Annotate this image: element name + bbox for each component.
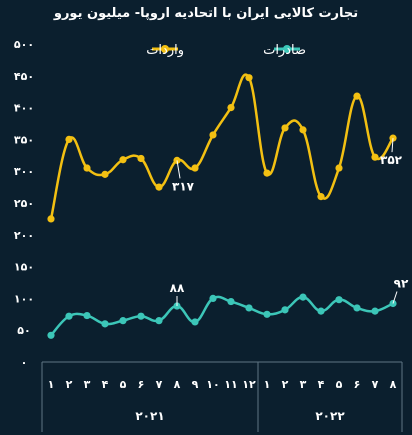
data-point	[281, 306, 289, 314]
data-point	[245, 304, 253, 312]
data-point	[101, 170, 109, 178]
data-point	[209, 131, 217, 139]
data-point	[371, 307, 379, 315]
x-tick-label: ۶	[354, 378, 361, 391]
y-tick-label: ۵۰	[17, 324, 30, 337]
x-tick-label: ۶	[138, 378, 145, 391]
x-tick-label: ۲	[282, 378, 289, 391]
x-tick-label: ۱۱	[224, 378, 237, 391]
data-point	[137, 312, 145, 320]
x-tick-label: ۳	[300, 378, 307, 391]
data-point	[299, 293, 307, 301]
year-label: ۲۰۲۱	[135, 409, 164, 423]
data-point	[155, 317, 163, 325]
annotation-label: ۹۲	[394, 276, 409, 290]
legend-marker	[161, 45, 169, 53]
data-point	[83, 164, 91, 172]
data-point	[191, 164, 199, 172]
y-tick-label: ۵۰۰	[14, 38, 34, 51]
data-point	[335, 296, 343, 304]
x-tick-label: ۲	[66, 378, 73, 391]
data-point	[227, 104, 235, 112]
data-point	[317, 307, 325, 315]
data-point	[83, 311, 91, 320]
data-point	[371, 153, 379, 161]
x-tick-label: ۵	[120, 378, 127, 391]
data-point	[191, 318, 199, 326]
data-point	[101, 320, 109, 328]
chart-title: تجارت کالایی ایران با اتحادیه اروپا- میل…	[53, 6, 359, 21]
data-point	[209, 294, 217, 302]
y-tick-label: ۲۵۰	[14, 197, 34, 210]
year-label: ۲۰۲۲	[315, 409, 345, 423]
data-point	[353, 92, 361, 100]
x-tick-label: ۵	[336, 378, 343, 391]
x-tick-label: ۳	[84, 378, 91, 391]
y-tick-label: ۱۰۰	[14, 292, 34, 305]
data-point	[299, 126, 307, 134]
data-point	[335, 164, 343, 172]
data-point	[227, 297, 235, 306]
x-tick-label: ۸	[390, 378, 397, 391]
annotation-leader	[391, 138, 394, 153]
annotation-label: ۸۸	[170, 281, 185, 295]
legend-label: صادرات	[263, 43, 306, 58]
data-point	[281, 124, 289, 132]
x-tick-label: ۴	[318, 378, 325, 391]
annotation-leader	[392, 291, 398, 304]
data-point	[137, 154, 145, 163]
data-point	[155, 183, 163, 191]
data-point	[263, 310, 271, 318]
series-line	[49, 73, 395, 220]
y-tick-label: ۰	[21, 356, 28, 369]
x-tick-label: ۱	[264, 378, 271, 391]
y-tick-label: ۴۰۰	[14, 102, 34, 115]
annotation-label: ۳۵۲	[380, 153, 403, 167]
x-tick-label: ۴	[102, 378, 109, 391]
y-tick-label: ۳۰۰	[14, 165, 34, 178]
x-tick-label: ۹	[192, 378, 199, 391]
x-tick-label: ۸	[174, 378, 181, 391]
x-tick-label: ۱۲	[242, 378, 256, 391]
data-point	[389, 134, 397, 142]
data-point	[245, 74, 253, 82]
annotation-leader	[176, 160, 181, 179]
x-tick-label: ۱	[48, 378, 55, 391]
data-point	[47, 331, 55, 339]
y-tick-label: ۴۵۰	[14, 70, 34, 83]
data-point	[263, 169, 271, 177]
data-point	[119, 317, 127, 325]
x-tick-label: ۱۰	[206, 378, 219, 391]
data-point	[65, 135, 73, 143]
legend-marker	[283, 45, 291, 53]
data-point	[47, 215, 55, 223]
data-point	[119, 156, 127, 164]
x-tick-label: ۷	[372, 378, 379, 391]
data-point	[317, 193, 325, 201]
y-tick-label: ۱۵۰	[14, 261, 34, 274]
y-tick-label: ۲۰۰	[14, 229, 34, 242]
legend-label: واردات	[146, 43, 184, 58]
x-tick-label: ۷	[156, 378, 163, 391]
data-point	[353, 304, 361, 312]
series-line	[50, 295, 394, 337]
annotation-label: ۳۱۷	[172, 179, 195, 193]
data-point	[65, 312, 73, 320]
y-tick-label: ۳۵۰	[14, 133, 34, 146]
